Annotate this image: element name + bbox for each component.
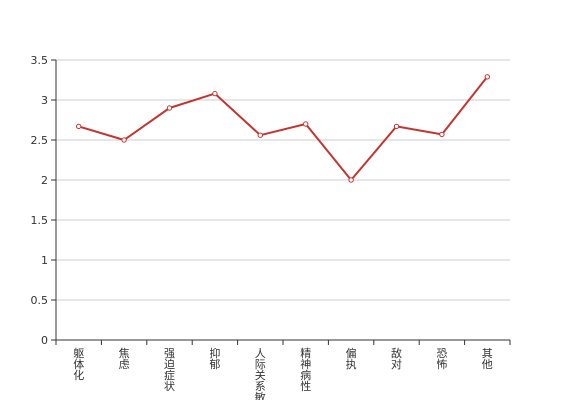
x-tick-label: 人际关系敏感 [255, 347, 266, 400]
data-point [439, 131, 445, 138]
series-line [78, 76, 489, 181]
axes [51, 59, 511, 345]
x-tick-labels: 躯体化 焦虑 强迫症状 抑郁 人际关系敏感 精神病性 偏执 敌对 恐怖 其他 [73, 346, 493, 404]
x-tick-label: 其他 [482, 347, 493, 371]
x-tick-label: 恐怖 [436, 347, 447, 371]
data-point [303, 121, 309, 127]
x-tick-label: 躯体化 [73, 347, 84, 382]
x-tick-label: 偏执 [346, 346, 357, 371]
x-tick-label: 强迫症状 [164, 347, 175, 393]
data-point [121, 137, 127, 143]
y-tick-label: 1 [41, 254, 48, 267]
data-point [348, 177, 354, 183]
data-point [166, 105, 173, 111]
y-tick-label: 3 [41, 94, 48, 107]
y-tick-label: 3.5 [31, 54, 49, 67]
y-tick-labels: 0 0.5 1 1.5 2 2.5 3 3.5 [31, 54, 49, 347]
data-point [257, 132, 263, 138]
data-point [212, 90, 218, 97]
series [76, 74, 490, 183]
x-tick-label: 敌对 [391, 346, 402, 371]
y-tick-label: 2.5 [31, 134, 49, 147]
x-tick-label: 精神病性 [300, 347, 311, 393]
x-tick-label: 焦虑 [119, 347, 130, 371]
y-tick-label: 1.5 [31, 214, 49, 227]
data-point [393, 123, 400, 130]
data-point [484, 74, 490, 80]
x-tick-label: 抑郁 [209, 346, 220, 371]
grid-lines [56, 59, 510, 301]
y-tick-label: 0 [41, 334, 48, 347]
data-point [76, 123, 82, 130]
y-tick-label: 0.5 [31, 294, 49, 307]
y-tick-label: 2 [41, 174, 48, 187]
